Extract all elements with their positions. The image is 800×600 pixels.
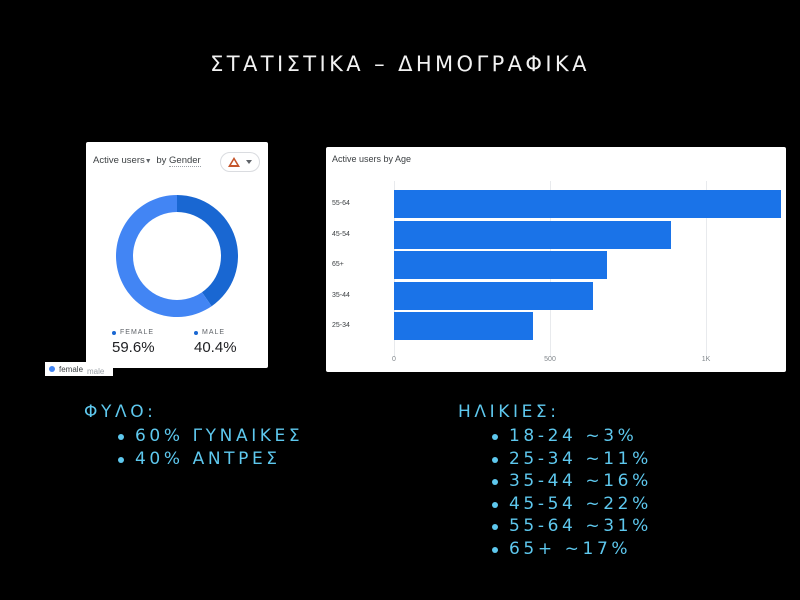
- bar[interactable]: [394, 281, 594, 310]
- bar-row: 25-34: [326, 312, 786, 340]
- gender-heading: ΦΥΛΟ:: [84, 402, 157, 422]
- x-tick-label: 500: [544, 356, 556, 363]
- bar-category-label: 55-64: [332, 200, 350, 207]
- female-dot-icon: [112, 330, 116, 335]
- x-tick-label: 1K: [701, 356, 711, 363]
- age-item: 35-44 ~16%: [492, 470, 652, 493]
- bar-category-label: 45-54: [332, 230, 350, 238]
- age-chart-title: Active users by Age: [332, 154, 412, 164]
- overlay-male-label: male: [87, 366, 105, 376]
- legend-male-label: MALE: [202, 329, 226, 336]
- legend-female: FEMALE 59.6%: [112, 329, 155, 356]
- age-bar-chart: 0 500 1K 55-64 45-54 65+ 35-44 25-34: [326, 147, 786, 372]
- bar-row: 65+: [326, 251, 786, 279]
- bar[interactable]: [394, 190, 781, 218]
- female-dot-icon: [49, 366, 55, 372]
- gender-donut-chart: [116, 195, 238, 317]
- legend-female-label: FEMALE: [120, 329, 155, 336]
- age-heading: ΗΛΙΚΙΕΣ:: [458, 402, 560, 422]
- age-item: 55-64 ~31%: [492, 515, 652, 538]
- gender-item: 60% ΓΥΝΑΙΚΕΣ: [118, 425, 303, 448]
- slide-title: ΣΤΑΤΙΣΤΙΚΑ – ΔΗΜΟΓΡΑΦΙΚΑ: [210, 52, 590, 76]
- age-item: 18-24 ~3%: [492, 425, 652, 448]
- bar[interactable]: [394, 220, 672, 249]
- bar[interactable]: [394, 251, 608, 279]
- age-summary: ΗΛΙΚΙΕΣ: 18-24 ~3% 25-34 ~11% 35-44 ~16%…: [458, 402, 652, 560]
- metric-selector[interactable]: Active users: [93, 155, 145, 166]
- bar-category-label: 35-44: [332, 291, 350, 299]
- gender-chart-card: Active users▼ by Gender FEMALE 59.6% MAL…: [86, 142, 268, 368]
- legend-male: MALE 40.4%: [194, 329, 237, 356]
- warning-dropdown-button[interactable]: [220, 152, 260, 172]
- bar[interactable]: [394, 312, 534, 340]
- gender-card-header: Active users▼ by Gender: [93, 155, 201, 167]
- dimension-label[interactable]: Gender: [169, 155, 201, 167]
- warning-triangle-icon: [228, 157, 240, 167]
- gridline: [706, 181, 707, 357]
- by-label: by: [156, 155, 167, 166]
- gender-summary: ΦΥΛΟ: 60% ΓΥΝΑΙΚΕΣ 40% ΑΝΤΡΕΣ: [84, 402, 303, 470]
- overlay-female-label: female: [59, 364, 84, 374]
- age-chart-card: Active users by Age 0 500 1K 55-64 45-54 65+ 3…: [326, 147, 786, 372]
- bar-category-label: 65+: [332, 261, 344, 268]
- gender-item: 40% ΑΝΤΡΕΣ: [118, 448, 303, 471]
- bar-category-label: 25-34: [332, 322, 350, 329]
- overlay-legend: female male: [45, 362, 113, 376]
- age-item: 45-54 ~22%: [492, 493, 652, 516]
- bar-row: 45-54: [326, 220, 786, 249]
- chevron-down-icon: [246, 160, 252, 164]
- bar-row: 35-44: [326, 281, 786, 310]
- caret-down-icon[interactable]: ▼: [144, 158, 152, 165]
- bar-row: 55-64: [326, 190, 786, 218]
- age-item: 65+ ~17%: [492, 538, 652, 561]
- age-item: 25-34 ~11%: [492, 448, 652, 471]
- x-tick-label: 0: [392, 356, 396, 363]
- legend-female-value: 59.6%: [112, 339, 155, 356]
- legend-male-value: 40.4%: [194, 339, 237, 356]
- male-dot-icon: [194, 330, 198, 335]
